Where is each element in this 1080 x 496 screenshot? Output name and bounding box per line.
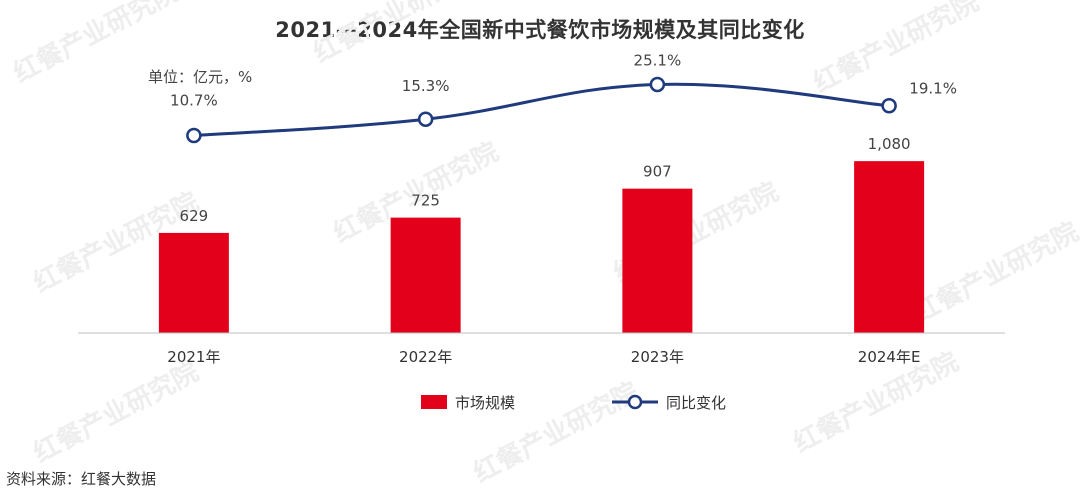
watermark-text: 红餐产业研究院 bbox=[8, 0, 183, 89]
line-point bbox=[417, 111, 434, 127]
source-note: 资料来源：红餐大数据 bbox=[6, 470, 157, 488]
x-tick-label: 2023年 bbox=[631, 348, 684, 366]
x-tick-label: 2024年E bbox=[858, 348, 921, 366]
watermark-text: 红餐产业研究院 bbox=[468, 376, 643, 489]
watermark-text: 红餐产业研究院 bbox=[308, 0, 483, 69]
x-axis: 2021年 2022年 2023年 2024年E bbox=[78, 332, 1005, 366]
bar-value-label: 907 bbox=[643, 163, 672, 181]
bar bbox=[854, 161, 925, 333]
growth-line bbox=[193, 82, 890, 138]
line-series: 10.7% 15.3% 25.1% 19.1% bbox=[170, 51, 957, 144]
legend-line-label: 同比变化 bbox=[666, 394, 726, 412]
line-value-label: 25.1% bbox=[634, 51, 682, 69]
bar-value-label: 629 bbox=[180, 207, 209, 225]
line-point bbox=[186, 127, 202, 144]
legend: 市场规模 同比变化 bbox=[421, 394, 726, 412]
x-tick-label: 2021年 bbox=[167, 348, 220, 366]
legend-line-marker bbox=[627, 394, 643, 410]
chart-title: 2021—2024年全国新中式餐饮市场规模及其同比变化 bbox=[275, 18, 805, 42]
watermark-text: 红餐产业研究院 bbox=[28, 356, 203, 469]
bar-value-label: 1,080 bbox=[868, 135, 911, 153]
line-value-label: 19.1% bbox=[909, 80, 957, 98]
bar bbox=[622, 188, 693, 333]
line-point bbox=[881, 97, 897, 114]
line-value-label: 15.3% bbox=[402, 77, 450, 95]
legend-bar-swatch bbox=[421, 395, 447, 409]
watermark-text: 红餐产业研究院 bbox=[908, 216, 1080, 329]
unit-label: 单位：亿元，% bbox=[148, 68, 253, 86]
bar-value-label: 725 bbox=[411, 192, 440, 210]
line-value-label: 10.7% bbox=[170, 92, 218, 110]
bar bbox=[158, 232, 229, 333]
x-tick-label: 2022年 bbox=[399, 348, 452, 366]
legend-bar-label: 市场规模 bbox=[455, 394, 515, 412]
watermark-text: 红餐产业研究院 bbox=[808, 0, 983, 99]
line-point bbox=[649, 76, 666, 93]
bar bbox=[390, 217, 461, 333]
bar-series: 629 725 907 1,080 bbox=[158, 135, 925, 333]
